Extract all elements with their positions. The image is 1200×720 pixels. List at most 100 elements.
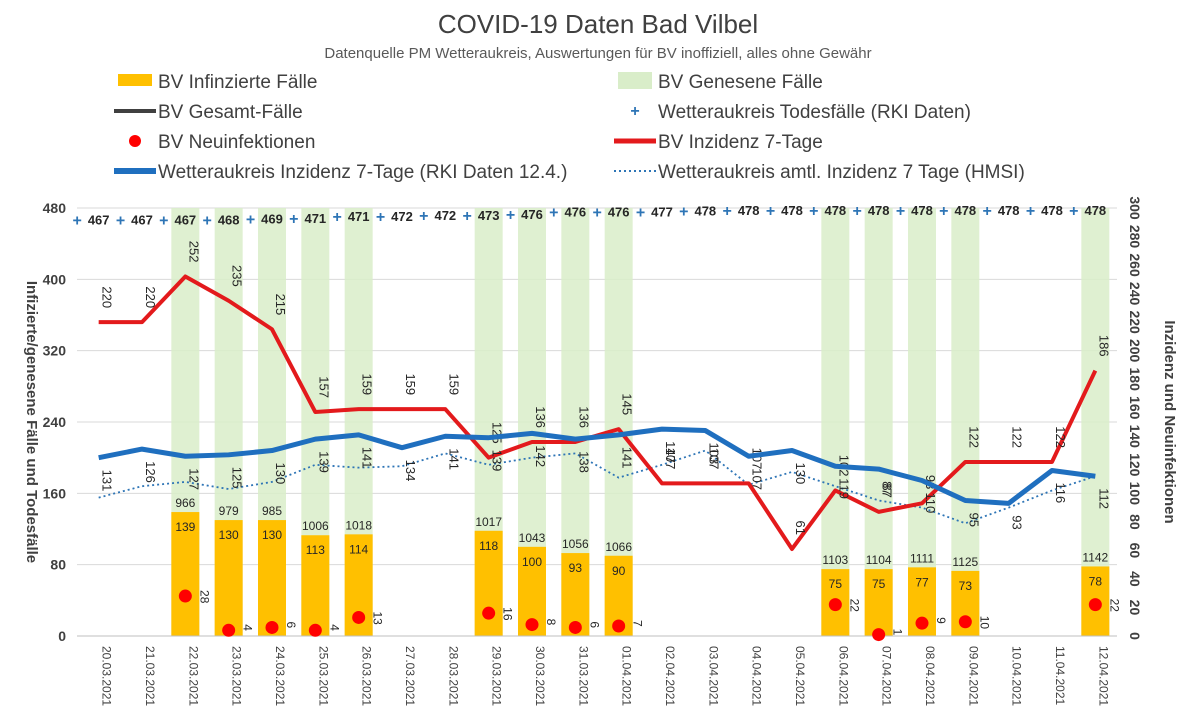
infizierte-bar bbox=[214, 520, 243, 636]
neuinfektion-dot bbox=[568, 620, 582, 634]
todesfall-marker: + bbox=[722, 203, 731, 220]
genesene-bar bbox=[864, 208, 893, 636]
todesfall-marker: + bbox=[246, 212, 255, 229]
infizierte-label: 73 bbox=[959, 579, 973, 593]
todesfall-label: 467 bbox=[131, 213, 153, 228]
bv-inzidenz-label: 215 bbox=[273, 294, 288, 316]
wk-label: 139 bbox=[316, 451, 331, 473]
x-tick: 26.03.2021 bbox=[360, 646, 374, 706]
legend: BV Infinzierte Fälle BV Genesene Fälle BV … bbox=[114, 72, 1025, 183]
y-tick-right: 120 bbox=[1127, 453, 1143, 477]
todesfall-marker: + bbox=[332, 209, 341, 226]
bv-inzidenz-label: 252 bbox=[186, 241, 201, 263]
genesene-label: 966 bbox=[175, 496, 195, 510]
wk-label: 141 bbox=[446, 448, 461, 470]
legend-swatch-tod: + bbox=[630, 103, 639, 120]
todesfall-label: 472 bbox=[434, 208, 456, 223]
todesfall-marker: + bbox=[376, 209, 385, 226]
y-tick-left: 80 bbox=[50, 557, 66, 573]
genesene-label: 1111 bbox=[910, 551, 934, 565]
x-tick: 29.03.2021 bbox=[490, 646, 504, 706]
infizierte-bar bbox=[301, 535, 330, 636]
y-tick-left: 160 bbox=[43, 485, 67, 501]
infizierte-label: 130 bbox=[219, 528, 239, 542]
todesfall-marker: + bbox=[766, 203, 775, 220]
legend-label-wk_rki: Wetteraukreis Inzidenz 7-Tage (RKI Daten… bbox=[158, 162, 567, 183]
neuinfektion-label: 8 bbox=[544, 619, 558, 626]
y-tick-left: 0 bbox=[58, 628, 66, 644]
genesene-label: 1142 bbox=[1082, 550, 1108, 564]
bv-inzidenz-label: 122 bbox=[1010, 426, 1025, 448]
y-tick-right: 300 bbox=[1127, 196, 1143, 220]
legend-label-neu: BV Neuinfektionen bbox=[158, 132, 315, 153]
chart-title: COVID-19 Daten Bad Vilbel bbox=[438, 9, 758, 39]
wk-label: 130 bbox=[793, 463, 808, 485]
bv-inzidenz-label: 186 bbox=[1096, 335, 1111, 357]
wk-label: 147 bbox=[663, 441, 678, 463]
x-tick: 08.04.2021 bbox=[923, 646, 937, 706]
todesfall-marker: + bbox=[506, 207, 515, 224]
todesfall-label: 473 bbox=[478, 208, 500, 223]
todesfall-label: 469 bbox=[261, 212, 283, 227]
x-axis-ticks: 20.03.2021 21.03.2021 22.03.2021 23.03.2021… bbox=[100, 646, 1111, 706]
legend-label-bv_inzidenz: BV Inzidenz 7-Tage bbox=[658, 132, 823, 153]
wk-label: 131 bbox=[100, 470, 115, 492]
x-tick: 06.04.2021 bbox=[836, 646, 850, 706]
x-tick: 10.04.2021 bbox=[1010, 646, 1024, 706]
y-axis-label-right: Inzidenz und Neuinfektionen bbox=[1161, 320, 1178, 523]
legend-label-tod: Wetteraukreis Todesfälle (RKI Daten) bbox=[658, 102, 971, 123]
infizierte-label: 139 bbox=[175, 520, 195, 534]
neuinfektion-label: 6 bbox=[587, 621, 601, 628]
y-tick-right: 20 bbox=[1127, 600, 1143, 616]
genesene-label: 1104 bbox=[866, 553, 892, 567]
neuinfektion-dot bbox=[222, 623, 236, 637]
infizierte-label: 130 bbox=[262, 528, 282, 542]
series-neuinfektionen: 28 4 6 4 13 16 8 6 7 22 1 9 10 22 bbox=[178, 589, 1121, 642]
x-tick: 27.03.2021 bbox=[403, 646, 417, 706]
legend-label-gesamt: BV Gesamt-Fälle bbox=[158, 102, 303, 123]
wk-label: 116 bbox=[1053, 483, 1068, 504]
bv-inzidenz-label: 107 bbox=[663, 448, 678, 470]
neuinfektion-label: 22 bbox=[1107, 599, 1121, 613]
genesene-label: 1103 bbox=[822, 553, 848, 567]
neuinfektion-label: 10 bbox=[977, 616, 991, 630]
todesfall-label: 468 bbox=[218, 213, 240, 228]
todesfall-marker: + bbox=[982, 203, 991, 220]
genesene-label: 1043 bbox=[519, 531, 546, 545]
neuinfektion-label: 9 bbox=[934, 617, 948, 624]
y-axis-label-left: Infizierte/genesene Fälle und Todesfälle bbox=[23, 281, 40, 563]
bv-inzidenz-label: 107 bbox=[706, 448, 721, 470]
infizierte-label: 90 bbox=[612, 564, 626, 578]
wk-label: 141 bbox=[620, 447, 635, 469]
todesfall-label: 467 bbox=[88, 213, 110, 228]
y-tick-right: 140 bbox=[1127, 425, 1143, 449]
todesfall-marker: + bbox=[159, 213, 168, 230]
legend-swatch-genesene bbox=[618, 72, 652, 89]
legend-item-genesene: BV Genesene Fälle bbox=[618, 72, 823, 93]
genesene-label: 1125 bbox=[952, 555, 978, 569]
bv-inzidenz-label: 136 bbox=[533, 406, 548, 428]
x-tick: 25.03.2021 bbox=[316, 646, 330, 706]
todesfall-marker: + bbox=[896, 203, 905, 220]
series-todesfaelle: +467 +467 +467 +468 +469 +471 +471 +472 +472 +473… bbox=[72, 203, 1106, 230]
neuinfektion-dot bbox=[525, 618, 539, 632]
x-tick: 23.03.2021 bbox=[230, 646, 244, 706]
wk-label: 138 bbox=[576, 451, 591, 473]
infizierte-label: 75 bbox=[829, 577, 843, 591]
todesfall-label: 476 bbox=[564, 205, 586, 220]
x-tick: 01.04.2021 bbox=[620, 646, 634, 706]
y-tick-left: 480 bbox=[43, 200, 67, 216]
wk-label: 141 bbox=[360, 447, 375, 469]
bv-inzidenz-label: 235 bbox=[230, 265, 245, 287]
x-tick: 07.04.2021 bbox=[880, 646, 894, 706]
neuinfektion-label: 1 bbox=[891, 629, 905, 636]
wk-label: 126 bbox=[143, 461, 158, 483]
x-tick: 31.03.2021 bbox=[576, 646, 590, 706]
neuinfektion-dot bbox=[482, 606, 496, 620]
neuinfektion-dot bbox=[352, 610, 366, 624]
x-tick: 21.03.2021 bbox=[143, 646, 157, 706]
bv-inzidenz-label: 159 bbox=[360, 373, 375, 395]
todesfall-label: 478 bbox=[694, 204, 716, 219]
todesfall-label: 476 bbox=[608, 205, 630, 220]
